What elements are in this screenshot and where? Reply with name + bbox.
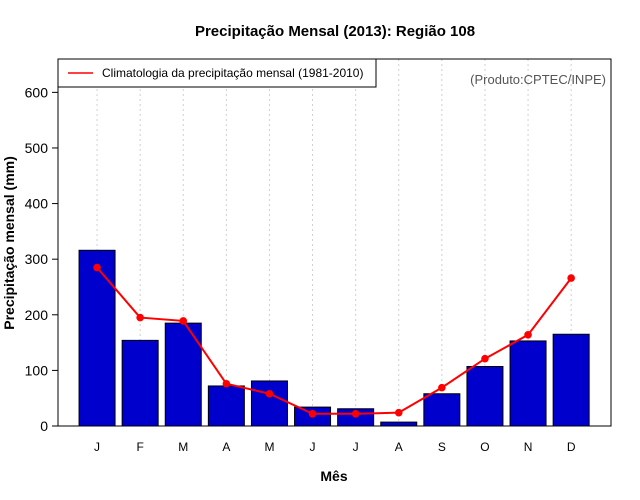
bar-11	[509, 340, 547, 427]
x-tick-label-7: J	[353, 440, 359, 454]
climatology-point-7	[351, 409, 360, 418]
climatology-point-12	[567, 274, 575, 282]
bar-1	[78, 249, 116, 427]
y-tick-label-200: 200	[25, 307, 49, 323]
y-axis-title: Precipitação mensal (mm)	[1, 156, 17, 330]
source-credit: (Produto:CPTEC/INPE)	[470, 72, 606, 87]
x-tick-label-12: D	[567, 440, 576, 454]
bar-3	[164, 322, 202, 427]
climatology-point-4	[222, 379, 231, 388]
x-tick-label-9: S	[438, 440, 446, 454]
y-tick-label-600: 600	[25, 84, 49, 100]
y-tick-label-100: 100	[25, 362, 49, 378]
bar-4	[207, 385, 245, 427]
bar-12	[552, 333, 590, 427]
x-tick-label-6: J	[310, 440, 316, 454]
x-axis-title: Mês	[320, 468, 347, 484]
climatology-point-2	[136, 313, 144, 322]
climatology-point-5	[265, 389, 274, 398]
y-tick-label-500: 500	[25, 140, 49, 156]
bar-5	[250, 380, 288, 427]
y-tick-label-300: 300	[25, 251, 49, 267]
climatology-point-8	[394, 408, 403, 417]
climatology-point-10	[481, 354, 489, 363]
x-tick-label-5: M	[264, 440, 274, 454]
x-tick-label-8: A	[395, 440, 403, 454]
x-tick-label-4: A	[222, 440, 230, 454]
x-tick-label-2: F	[136, 440, 143, 454]
y-tick-label-0: 0	[40, 418, 48, 434]
legend-box	[57, 58, 377, 88]
y-tick-label-400: 400	[25, 196, 49, 212]
x-tick-label-10: O	[480, 440, 489, 454]
climatology-point-6	[308, 409, 317, 418]
climatology-point-3	[179, 317, 188, 325]
bar-10	[466, 366, 504, 427]
bar-series	[78, 249, 590, 427]
bar-2	[121, 339, 159, 427]
y-axis: 0 100 200 300 400 500 600	[25, 84, 58, 434]
climatology-line	[96, 266, 572, 415]
x-tick-label-1: J	[94, 440, 100, 454]
legend: Climatologia da precipitação mensal (198…	[57, 58, 377, 88]
x-tick-label-11: N	[524, 440, 533, 454]
x-tick-label-3: M	[178, 440, 188, 454]
climatology-point-9	[438, 383, 446, 392]
climatology-point-11	[524, 331, 532, 339]
legend-entry-climatology: Climatologia da precipitação mensal (198…	[102, 66, 363, 80]
climatology-line-series	[93, 263, 575, 418]
bar-8	[380, 421, 418, 427]
chart-title: Precipitação Mensal (2013): Região 108	[195, 23, 475, 40]
bar-9	[423, 393, 461, 427]
climatology-point-1	[93, 263, 101, 272]
